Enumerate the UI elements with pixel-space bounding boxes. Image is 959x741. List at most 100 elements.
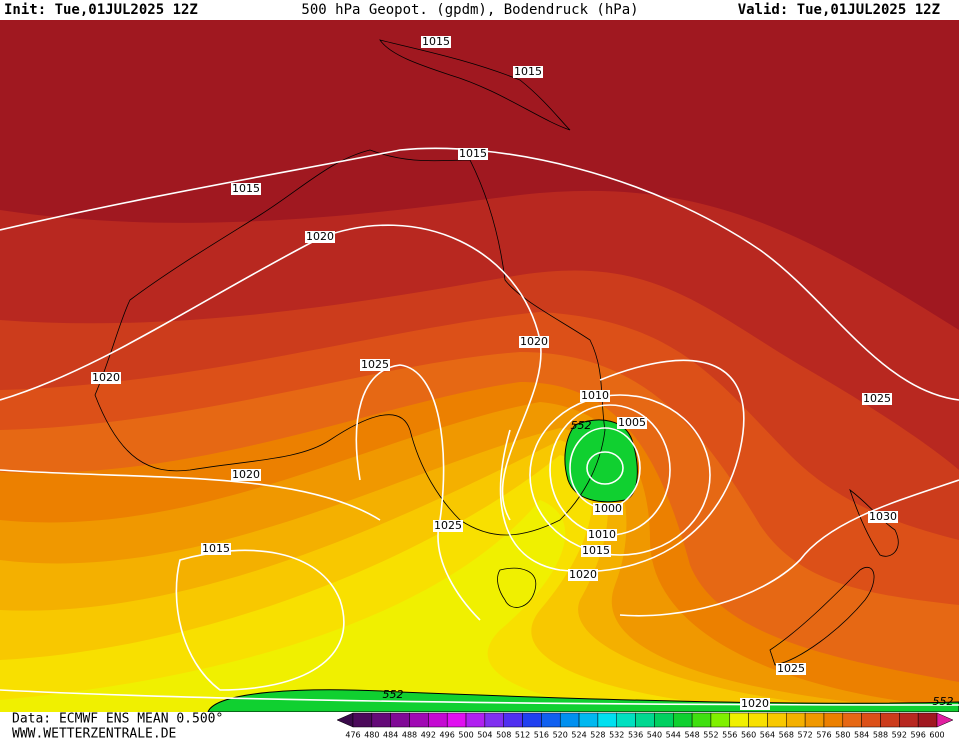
legend-level: 596 <box>911 731 926 740</box>
legend-color-box <box>729 712 749 728</box>
isobar <box>586 451 624 485</box>
legend-color-box <box>559 712 580 728</box>
isobar <box>499 359 745 573</box>
isobar-label-box <box>868 511 898 523</box>
legend-level: 520 <box>553 731 568 740</box>
legend-color-box <box>861 712 881 728</box>
isobar-label-box <box>201 543 231 555</box>
legend-level: 548 <box>684 731 699 740</box>
isobar-label-box <box>433 520 463 532</box>
height-label: 552 <box>571 419 592 432</box>
band <box>0 455 800 712</box>
legend-level: 552 <box>703 731 718 740</box>
legend-color-box <box>578 712 599 728</box>
legend-color-box <box>390 712 410 728</box>
title: 500 hPa Geopot. (gpdm), Bodendruck (hPa) <box>301 2 638 18</box>
legend-level: 484 <box>383 731 398 740</box>
contour-labels: 1015 1015 1015 1015 1020 1020 1025 1020 1010 1005… <box>91 35 954 710</box>
legend-level: 476 <box>345 731 360 740</box>
height-label: 552 <box>383 688 404 701</box>
isobar-label: 1020 <box>569 568 597 581</box>
isobar-label: 1020 <box>306 230 334 243</box>
valid-time: Valid: Tue,01JUL2025 12Z <box>738 2 940 18</box>
height-label: 552 <box>933 695 954 708</box>
isobar <box>0 147 959 401</box>
isobar <box>0 469 381 521</box>
legend-color-box <box>842 712 862 728</box>
legend-color-box <box>917 712 938 728</box>
isobar-label-box <box>593 503 623 515</box>
isobars <box>0 147 959 706</box>
new-zealand-south <box>769 567 875 666</box>
isobar-label: 1025 <box>863 392 891 405</box>
data-source: Data: ECMWF ENS MEAN 0.500° <box>12 712 223 727</box>
legend-color-box <box>428 712 448 728</box>
legend-level: 544 <box>666 731 681 740</box>
legend-color-box <box>748 712 768 728</box>
isobar-label: 1015 <box>202 542 230 555</box>
isobar-label-box <box>91 372 121 384</box>
isobar-label-box <box>776 663 806 675</box>
isobar-label: 1005 <box>618 416 646 429</box>
legend-level: 572 <box>797 731 812 740</box>
legend-color-box <box>786 712 806 728</box>
legend-level: 488 <box>402 731 417 740</box>
init-time: Init: Tue,01JUL2025 12Z <box>4 2 198 18</box>
isobar-label-box <box>231 469 261 481</box>
legend-color-box <box>597 712 617 728</box>
legend-color-box <box>635 712 655 728</box>
legend-color-box <box>371 712 391 728</box>
isobar-label: 1010 <box>581 389 609 402</box>
isobar-label: 1015 <box>459 147 487 160</box>
legend-level: 532 <box>609 731 624 740</box>
legend-level: 568 <box>779 731 794 740</box>
legend-color-box <box>465 712 486 728</box>
legend-level: 564 <box>760 731 775 740</box>
isobar <box>175 549 345 691</box>
legend-level: 556 <box>722 731 737 740</box>
isobar-label: 1015 <box>582 544 610 557</box>
legend-level: 528 <box>590 731 605 740</box>
isobar-label-box <box>581 545 611 557</box>
isobar-label: 1020 <box>741 697 769 710</box>
color-legend: 476 480 484 488 492 496 500 504 508 512 516 520 524 5… <box>336 712 954 740</box>
legend-level: 600 <box>929 731 944 740</box>
isobar-label-box <box>617 417 647 429</box>
legend-level: 536 <box>628 731 643 740</box>
isobar-label: 1020 <box>232 468 260 481</box>
legend-level: 560 <box>741 731 756 740</box>
isobar-label: 1025 <box>361 358 389 371</box>
isobar-label-box <box>421 36 451 48</box>
new-guinea <box>379 39 571 131</box>
southern-low <box>207 689 959 713</box>
legend-level: 540 <box>647 731 662 740</box>
isobar-label-box <box>360 359 390 371</box>
legend-level: 500 <box>458 731 473 740</box>
isobar-label-box <box>580 390 610 402</box>
legend-level: 504 <box>477 731 492 740</box>
legend-color-box <box>654 712 674 728</box>
isobar-label-box <box>568 569 598 581</box>
legend-level: 592 <box>892 731 907 740</box>
legend-level: 524 <box>571 731 586 740</box>
isobar-label-box <box>305 231 335 243</box>
band <box>0 500 640 712</box>
legend-level: 576 <box>816 731 831 740</box>
legend-level: 588 <box>873 731 888 740</box>
legend-color-box <box>899 712 919 728</box>
legend-level: 508 <box>496 731 511 740</box>
isobar <box>529 394 711 556</box>
legend-level: 480 <box>364 731 379 740</box>
isobar-label-box <box>862 393 892 405</box>
isobar-label: 1015 <box>232 182 260 195</box>
isobar-label-box <box>519 336 549 348</box>
isobar-label: 1020 <box>520 335 548 348</box>
isobar-label: 1010 <box>588 528 616 541</box>
legend-color-box <box>616 712 636 728</box>
legend-color-box <box>823 712 844 728</box>
legend-color-box <box>673 712 693 728</box>
legend-color-box <box>446 712 467 728</box>
isobar-label: 1015 <box>514 65 542 78</box>
legend-color-box <box>541 712 561 728</box>
website: WWW.WETTERZENTRALE.DE <box>12 727 176 741</box>
